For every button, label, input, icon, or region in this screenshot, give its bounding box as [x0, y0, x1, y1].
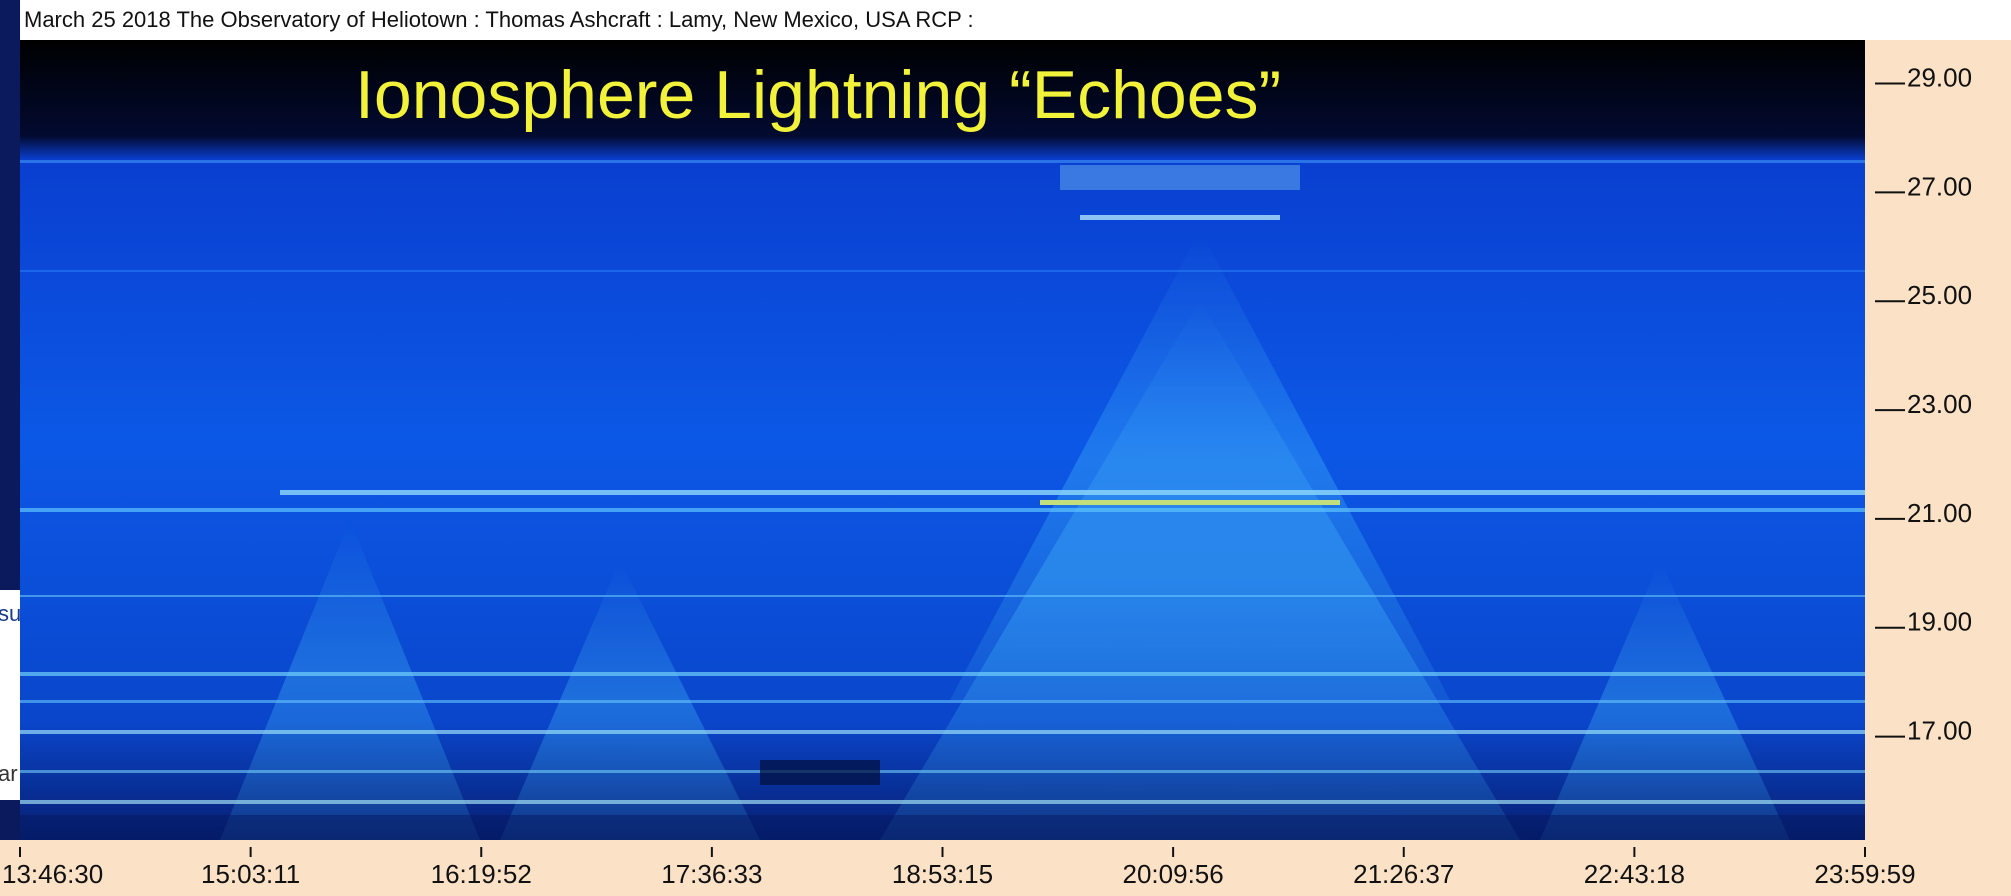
page: {"chart_data":{"type":"spectrogram", "he… [0, 0, 2011, 896]
x-tick-label: 16:19:52 [431, 859, 532, 889]
x-axis-panel [0, 840, 2011, 896]
x-tick-label: 21:26:37 [1353, 859, 1454, 889]
x-tick-label: 18:53:15 [892, 859, 993, 889]
y-tick-label: 29.00 [1907, 62, 1972, 92]
y-tick-label: 21.00 [1907, 498, 1972, 528]
chart: su ar March 25 2018 The Observatory of H… [0, 0, 2011, 896]
header-text: March 25 2018 The Observatory of Helioto… [24, 7, 974, 32]
y-tick-label: 27.00 [1907, 171, 1972, 201]
x-tick-label: 22:43:18 [1584, 859, 1685, 889]
y-axis-panel [1865, 40, 2011, 896]
y-tick-label: 23.00 [1907, 389, 1972, 419]
x-tick-label: 23:59:59 [1814, 859, 1915, 889]
x-tick-label: 17:36:33 [661, 859, 762, 889]
x-tick-label: 13:46:30 [2, 859, 103, 889]
chart-title: Ionosphere Lightning “Echoes” [355, 57, 1281, 133]
y-tick-label: 17.00 [1907, 715, 1972, 745]
x-tick-label: 15:03:11 [201, 859, 300, 889]
y-tick-label: 19.00 [1907, 607, 1972, 637]
side-text: su [0, 601, 21, 626]
x-tick-label: 20:09:56 [1123, 859, 1224, 889]
y-tick-label: 25.00 [1907, 280, 1972, 310]
side-text: ar [0, 761, 18, 786]
